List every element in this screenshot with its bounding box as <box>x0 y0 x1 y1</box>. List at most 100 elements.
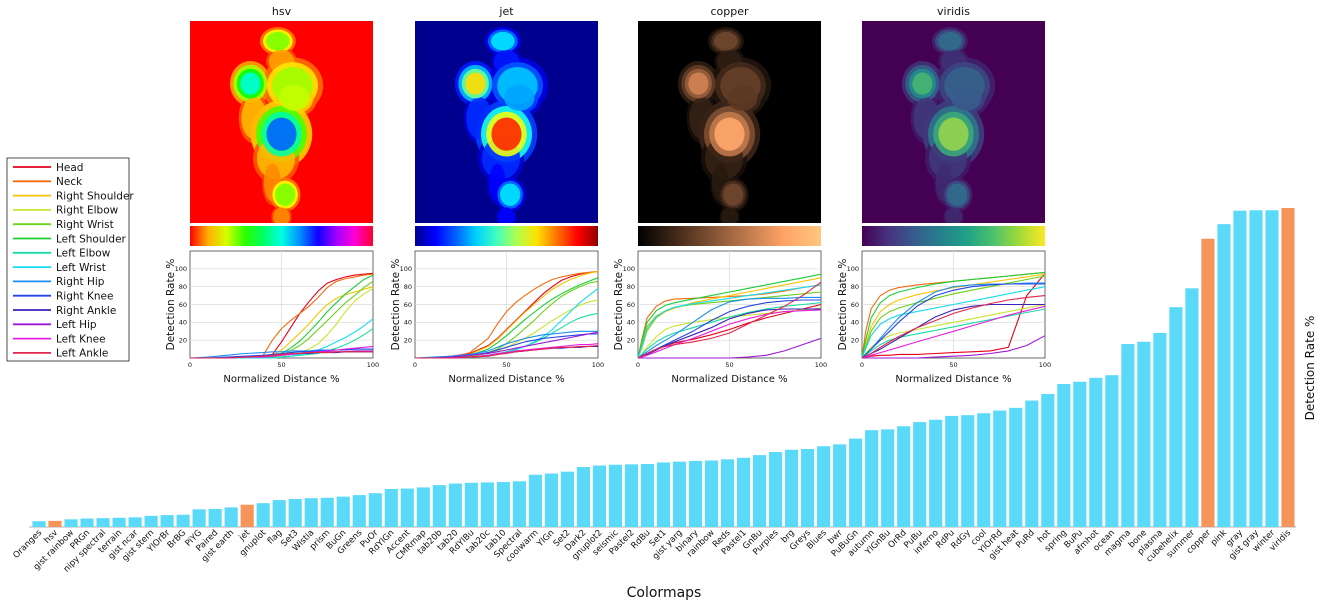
bar-piyg <box>192 509 206 527</box>
series-line-left-knee <box>637 309 822 359</box>
heatmap-blob <box>266 117 297 151</box>
colorbar-copper <box>638 226 821 246</box>
y-tick-label: 100 <box>400 265 412 273</box>
bar-orrd <box>897 426 911 527</box>
y-tick-label: 40 <box>627 319 635 327</box>
series-line-left-ankle <box>415 344 599 359</box>
bar-pubu <box>913 422 927 527</box>
heatmap-blob <box>723 183 744 206</box>
heatmap-copper <box>638 21 821 223</box>
bar-nipy-spectral <box>96 518 110 527</box>
series-line-left-ankle <box>637 281 822 359</box>
heatmap-blob <box>491 117 522 151</box>
bar-tab20 <box>448 483 462 527</box>
bar-tab20b <box>432 485 446 527</box>
bar-afmhot <box>1089 377 1103 527</box>
bar-pastel1 <box>736 457 751 527</box>
legend-label-left-knee: Left Knee <box>56 333 106 345</box>
bar-tick-label-purd: PuRd <box>1014 528 1037 551</box>
bar-cool <box>977 413 991 527</box>
heatmap-blob <box>714 31 738 51</box>
bar-spring <box>1057 384 1071 527</box>
series-line-left-shoulder <box>861 271 1046 359</box>
x-tick-label: 50 <box>277 361 285 369</box>
heatmap-blob <box>688 72 709 95</box>
bar-rdylgn <box>384 488 398 527</box>
bar-wistia <box>304 498 318 527</box>
series-line-right-wrist <box>637 291 822 359</box>
series-line-left-ankle <box>190 351 373 359</box>
y-tick-label: 20 <box>179 336 187 344</box>
y-tick-label: 60 <box>179 301 187 309</box>
y-axis-label: Detection Rate % <box>390 259 402 351</box>
heatmap-viridis <box>862 21 1045 223</box>
y-tick-label: 80 <box>179 283 187 291</box>
bar-gist-stern <box>144 515 158 527</box>
panel-copper: copper 0 50 100 20 40 60 80 100 Normalized Distan… <box>613 5 827 385</box>
x-tick-label: 100 <box>1039 361 1051 369</box>
legend-label-right-ankle: Right Ankle <box>56 305 116 317</box>
heatmap-blob <box>504 84 535 111</box>
colorbar-viridis <box>862 226 1045 246</box>
bar-rainbow <box>704 460 719 527</box>
heatmap-blob <box>279 84 310 111</box>
bar-set1 <box>656 462 671 527</box>
bar-pink <box>1217 224 1231 528</box>
series-line-left-wrist <box>190 318 374 359</box>
bar-hot <box>1041 394 1055 527</box>
line-chart-copper: 0 50 100 20 40 60 80 100 Normalized Distance % De… <box>613 250 827 385</box>
panel-hsv: hsv 0 50 100 20 40 60 80 100 Normalized Distance … <box>165 5 379 385</box>
colorbar-hsv <box>190 226 373 246</box>
y-tick-label: 40 <box>179 319 187 327</box>
legend-label-right-shoulder: Right Shoulder <box>56 190 134 202</box>
bar-cmrmap <box>416 487 430 527</box>
bar-tick-label-pink: pink <box>1209 528 1229 548</box>
y-tick-label: 40 <box>851 319 859 327</box>
bar-gist-gray <box>1249 210 1263 527</box>
bar-gnuplot <box>256 503 270 527</box>
bar-rdylbu <box>464 482 478 527</box>
y-tick-label: 100 <box>175 265 187 273</box>
colorbar-jet <box>415 226 598 246</box>
bar-purd <box>1025 400 1039 527</box>
bar-inferno <box>929 419 943 527</box>
x-tick-label: 50 <box>725 361 733 369</box>
y-tick-label: 60 <box>404 301 412 309</box>
legend-label-left-wrist: Left Wrist <box>56 262 106 274</box>
legend-label-right-elbow: Right Elbow <box>56 205 119 217</box>
heatmap-blob <box>240 72 261 95</box>
x-axis-label: Normalized Distance % <box>895 374 1011 385</box>
y-axis-label: Detection Rate % <box>165 259 177 351</box>
series-line-left-hip <box>862 335 1046 359</box>
panel-jet: jet 0 50 100 20 40 60 80 100 Normalized Distance … <box>390 5 604 385</box>
bar-prgn <box>80 518 94 527</box>
bar-copper <box>1201 238 1215 527</box>
bar-flag <box>272 500 286 527</box>
heatmap-hsv <box>190 21 373 223</box>
y-axis-label: Detection Rate % <box>837 259 849 351</box>
bar-ylgnbu <box>881 429 895 527</box>
legend-label-right-knee: Right Knee <box>56 291 113 303</box>
series-line-right-knee <box>861 283 1045 359</box>
series-line-right-shoulder <box>637 277 822 359</box>
bar-tab10 <box>496 482 510 527</box>
x-axis-label: Normalized Distance % <box>223 374 339 385</box>
legend-label-head: Head <box>56 162 83 174</box>
panel-title-jet: jet <box>498 5 514 18</box>
x-tick-label: 50 <box>502 361 510 369</box>
series-line-left-elbow <box>861 308 1046 359</box>
bar-dark2 <box>576 467 591 527</box>
legend-label-left-hip: Left Hip <box>56 319 97 331</box>
legend-label-neck: Neck <box>56 176 83 188</box>
panel-title-copper: copper <box>710 5 749 18</box>
bar-rdbu <box>640 463 655 527</box>
bar-gray <box>1233 210 1247 527</box>
bar-viridis <box>1281 208 1295 527</box>
bar-gnbu <box>753 455 767 527</box>
y-tick-label: 20 <box>404 336 412 344</box>
bar-gist-heat <box>1009 407 1023 527</box>
bar-greys <box>801 448 815 527</box>
series-line-left-elbow <box>637 302 822 359</box>
